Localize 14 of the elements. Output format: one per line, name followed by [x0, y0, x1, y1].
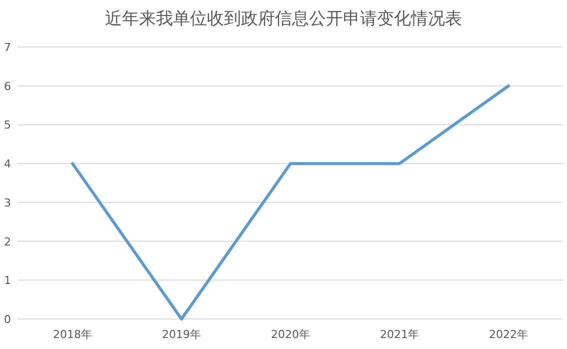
x-tick-label: 2020年 — [271, 328, 310, 341]
y-tick-label: 3 — [4, 196, 11, 210]
y-tick-label: 4 — [4, 158, 11, 171]
x-tick-label: 2022年 — [489, 328, 528, 341]
y-tick-label: 5 — [4, 118, 11, 132]
y-tick-label: 2 — [4, 235, 11, 248]
x-tick-label: 2021年 — [380, 328, 419, 341]
chart-title: 近年来我单位收到政府信息公开申请变化情况表 — [105, 9, 462, 29]
y-tick-label: 0 — [4, 313, 11, 326]
x-tick-label: 2019年 — [162, 328, 201, 341]
y-tick-label: 7 — [4, 41, 11, 54]
y-tick-label: 6 — [4, 80, 11, 93]
y-tick-label: 1 — [4, 274, 11, 288]
x-tick-label: 2018年 — [53, 328, 92, 341]
